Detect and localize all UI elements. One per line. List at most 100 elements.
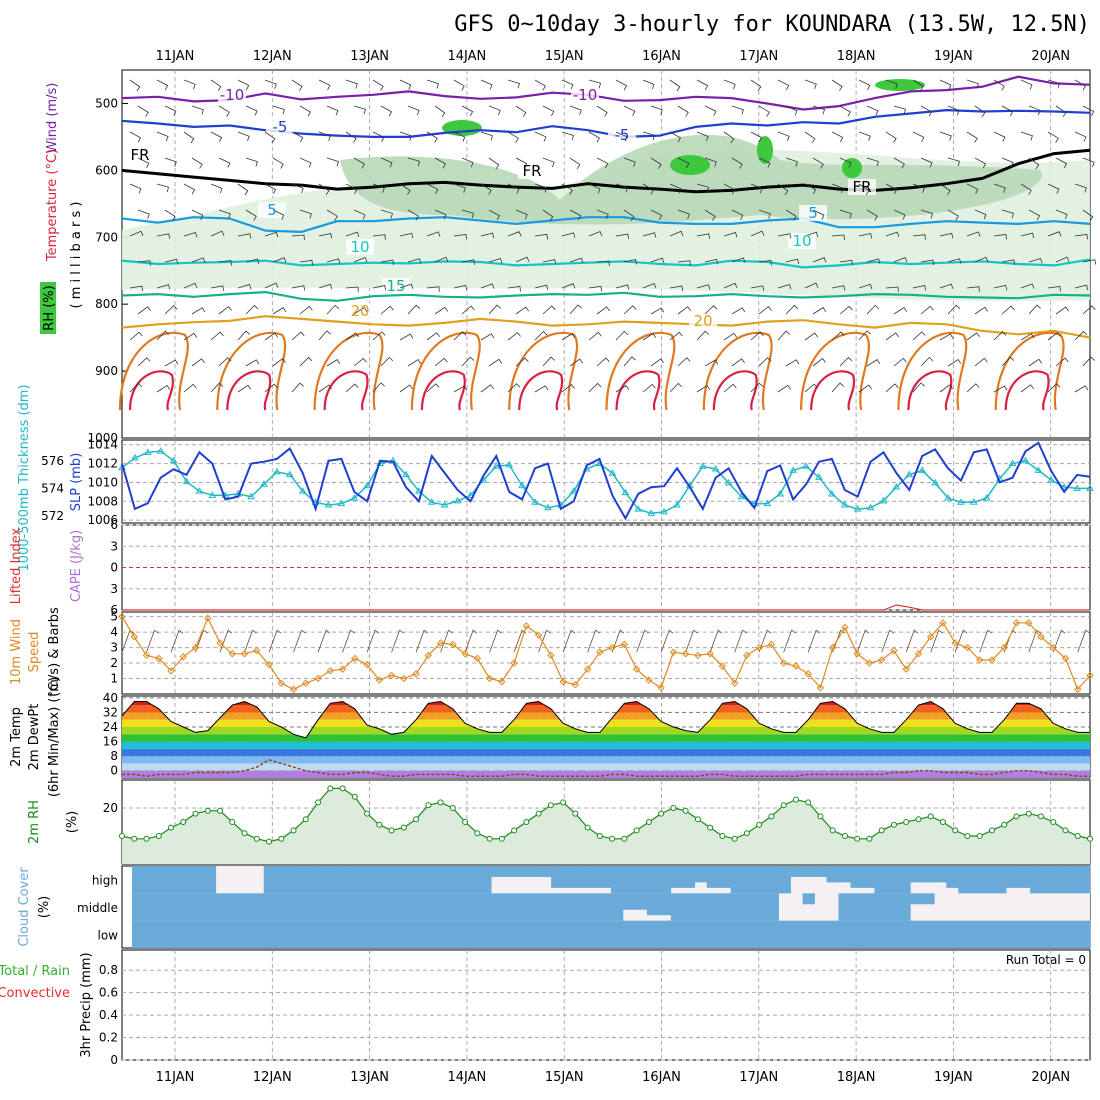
- wind-barb: [777, 384, 792, 393]
- wind-barb: [569, 105, 582, 115]
- temp-tick: 8: [110, 749, 118, 763]
- precip-tick: 0.2: [99, 1031, 118, 1045]
- rh-point: [1087, 835, 1093, 842]
- pressure-tick: 800: [95, 297, 118, 311]
- wind-barb: [534, 330, 548, 341]
- cloud-cell: [670, 866, 684, 888]
- isotherm-25: [800, 331, 871, 411]
- wind-barb: [272, 157, 284, 169]
- thickness-point: [776, 489, 785, 497]
- wind-barb: [669, 382, 683, 393]
- rh-shading-high: [670, 155, 710, 175]
- profile-rh-label: RH (%): [42, 285, 57, 330]
- wind-barb: [480, 232, 495, 239]
- cloud-cell: [575, 920, 588, 948]
- wind-barb: [291, 131, 304, 143]
- wind-speed-point: [1000, 643, 1008, 652]
- precip-tick: 0.6: [99, 986, 118, 1000]
- surface-wind-barb: [1077, 629, 1090, 653]
- cloud-cell: [467, 920, 480, 948]
- wind-barb: [407, 258, 422, 264]
- rh-point: [572, 810, 579, 817]
- cloud-cell: [838, 920, 851, 948]
- wind-barb: [434, 357, 448, 367]
- cloud-cell: [132, 866, 145, 894]
- wind-barb: [615, 385, 630, 393]
- surface-wind-barb: [170, 629, 184, 653]
- rh-point: [596, 833, 603, 839]
- panel-frame: [121, 439, 1091, 524]
- cloud-cell: [862, 920, 875, 948]
- isotherm-30: [518, 370, 564, 411]
- rh-point: [339, 785, 346, 792]
- wind-speed-point: [779, 659, 788, 667]
- run-total: Run Total = 0: [1006, 953, 1086, 967]
- thickness-point: [673, 501, 681, 508]
- cloud-cell: [563, 866, 576, 888]
- wind-barb: [912, 234, 926, 240]
- temp-band: [122, 770, 1090, 778]
- isotherm-25: [994, 331, 1065, 411]
- wind-barb: [345, 332, 359, 341]
- cloud-cell: [922, 893, 935, 905]
- cloud-cell: [215, 893, 229, 921]
- wind-barb: [218, 260, 232, 266]
- wind-barb: [804, 79, 817, 89]
- wind-speed-point: [963, 643, 972, 652]
- cloud-cell: [323, 866, 336, 894]
- wind-barb: [507, 183, 520, 194]
- wind-barb: [542, 209, 554, 222]
- wind-barb: [1074, 385, 1089, 393]
- cloud-cell: [898, 893, 911, 921]
- wind-barb: [839, 105, 851, 117]
- contour-label: 15: [386, 277, 405, 295]
- cloud-cell: [802, 893, 815, 905]
- cloud-cell: [347, 866, 360, 894]
- wind-barb: [696, 183, 709, 193]
- wind-barb: [723, 383, 737, 393]
- rh-point: [547, 802, 554, 809]
- temp-tick: 32: [103, 705, 118, 719]
- wind-barb: [210, 230, 225, 237]
- isotherm-25: [702, 331, 773, 411]
- wind-barb: [804, 383, 818, 393]
- contour-label: 5: [808, 204, 818, 222]
- surface-wind-barb: [195, 629, 208, 653]
- wind-speed-point: [265, 660, 273, 669]
- cloud-cell: [371, 866, 384, 894]
- rh-point: [1001, 821, 1008, 828]
- thickness-point: [827, 489, 836, 497]
- rh-point: [486, 835, 493, 842]
- wind-barb: [669, 183, 682, 194]
- thickness-point: [1086, 484, 1094, 491]
- wind-barb: [245, 304, 259, 315]
- contour-label: 5: [267, 201, 277, 219]
- wind-barb: [615, 183, 629, 193]
- wind-barb: [920, 105, 933, 117]
- wind-speed-point: [547, 651, 555, 660]
- wind-speed-point: [449, 640, 457, 649]
- contour-label-bg: [346, 303, 374, 319]
- rh-point: [915, 816, 922, 823]
- wind-barb: [831, 331, 845, 341]
- wind-barb: [588, 331, 602, 341]
- li-label: Lifted Index: [9, 527, 24, 604]
- cloud-cell: [455, 893, 468, 921]
- wind-barb: [1055, 157, 1068, 169]
- wind-barb: [596, 357, 610, 367]
- cloud-cell: [287, 866, 300, 894]
- cloud-cell: [575, 893, 588, 921]
- wind-barb: [723, 79, 736, 90]
- isotherm-30: [712, 370, 758, 411]
- cloud-label-a: Cloud Cover: [17, 867, 32, 947]
- wind-barb: [704, 305, 718, 315]
- cloud-cell: [766, 920, 779, 948]
- wind-barb: [677, 105, 689, 117]
- wind-speed-point: [155, 654, 163, 663]
- rh-point: [523, 819, 530, 825]
- wind-barb: [426, 286, 440, 292]
- wind-speed-point: [461, 650, 469, 658]
- rh-point: [658, 810, 665, 817]
- isotherm-25: [897, 331, 968, 411]
- cloud-cell: [311, 893, 324, 921]
